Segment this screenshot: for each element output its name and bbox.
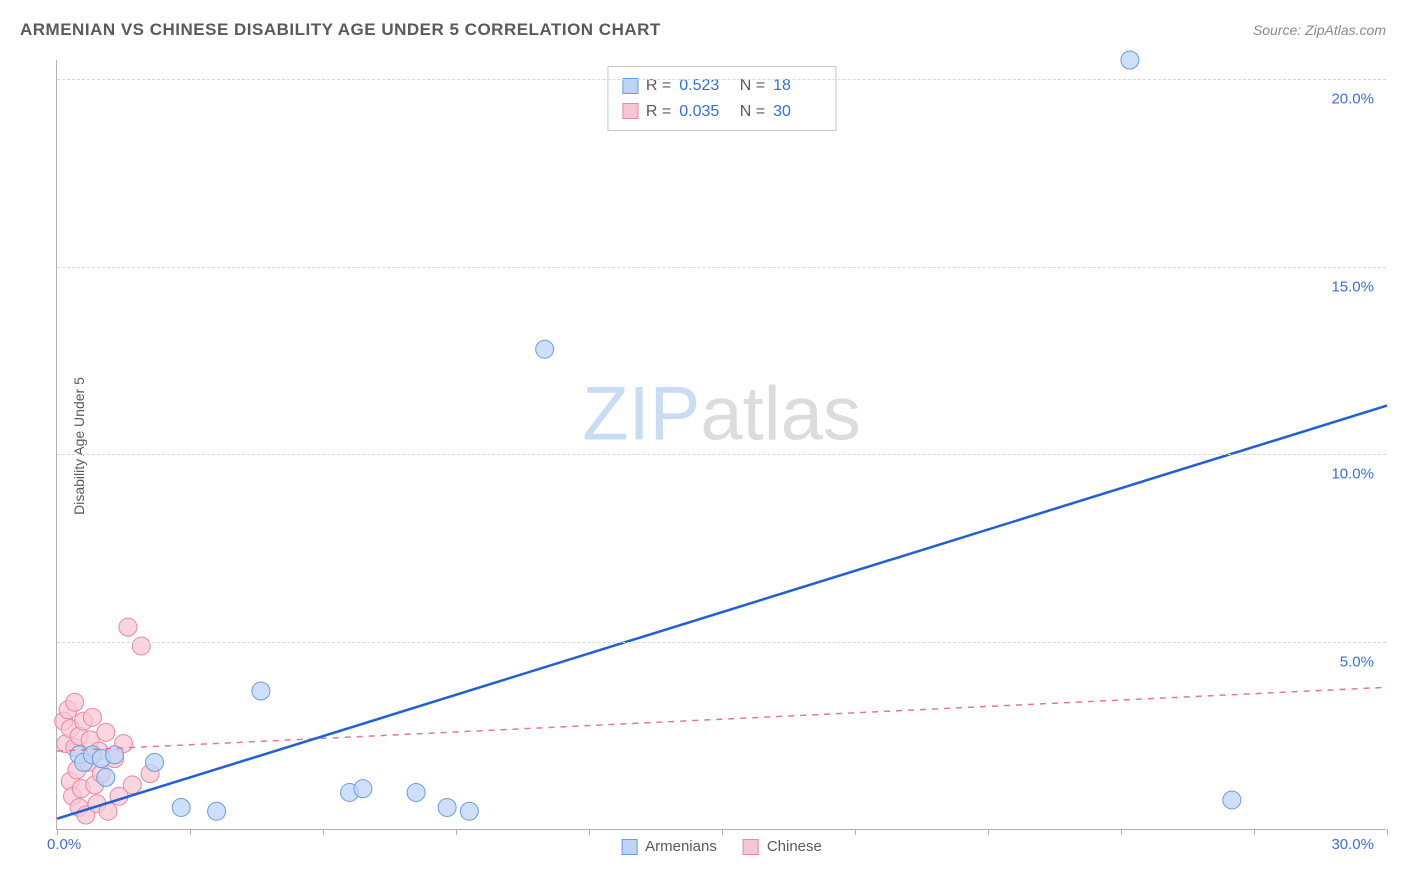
data-point — [97, 723, 115, 741]
origin-label: 0.0% — [47, 836, 81, 853]
bottom-legend: Armenians Chinese — [621, 838, 822, 855]
y-tick-label: 15.0% — [1331, 278, 1374, 295]
data-point — [146, 753, 164, 771]
data-point — [252, 682, 270, 700]
legend-label-armenians: Armenians — [645, 838, 717, 855]
swatch-chinese — [622, 103, 638, 119]
stats-legend-box: R = 0.523 N = 18 R = 0.035 N = 30 — [607, 66, 836, 131]
swatch-armenians — [622, 78, 638, 94]
x-tick — [1254, 829, 1255, 835]
data-point — [1121, 51, 1139, 69]
data-point — [66, 693, 84, 711]
gridline — [57, 642, 1386, 643]
x-tick — [855, 829, 856, 835]
x-tick — [323, 829, 324, 835]
data-point — [1223, 791, 1241, 809]
x-tick — [1387, 829, 1388, 835]
trend-line — [57, 406, 1387, 819]
stats-row-chinese: R = 0.035 N = 30 — [622, 99, 821, 125]
x-tick — [456, 829, 457, 835]
gridline — [57, 454, 1386, 455]
x-tick — [57, 829, 58, 835]
x-tick — [190, 829, 191, 835]
legend-item-armenians: Armenians — [621, 838, 717, 855]
data-point — [208, 802, 226, 820]
x-tick — [1121, 829, 1122, 835]
data-point — [132, 637, 150, 655]
gridline — [57, 267, 1386, 268]
chart-plot-area: ZIPatlas R = 0.523 N = 18 R = 0.035 N = … — [56, 60, 1386, 830]
legend-swatch-chinese — [743, 839, 759, 855]
y-tick-label: 20.0% — [1331, 90, 1374, 107]
x-tick — [589, 829, 590, 835]
data-point — [536, 340, 554, 358]
r-value-chinese: 0.035 — [679, 99, 727, 125]
stats-row-armenians: R = 0.523 N = 18 — [622, 73, 821, 99]
data-point — [123, 776, 141, 794]
x-tick — [988, 829, 989, 835]
gridline — [57, 79, 1386, 80]
data-point — [172, 798, 190, 816]
data-point — [97, 768, 115, 786]
chart-source: Source: ZipAtlas.com — [1253, 22, 1386, 38]
xmax-label: 30.0% — [1331, 836, 1374, 853]
y-tick-label: 5.0% — [1340, 654, 1374, 671]
data-point — [354, 780, 372, 798]
x-tick — [722, 829, 723, 835]
data-point — [119, 618, 137, 636]
r-value-armenians: 0.523 — [679, 73, 727, 99]
n-value-armenians: 18 — [773, 73, 821, 99]
data-point — [438, 798, 456, 816]
data-point — [83, 708, 101, 726]
chart-title: ARMENIAN VS CHINESE DISABILITY AGE UNDER… — [20, 20, 661, 40]
legend-swatch-armenians — [621, 839, 637, 855]
data-point — [460, 802, 478, 820]
y-tick-label: 10.0% — [1331, 466, 1374, 483]
scatter-svg — [57, 60, 1386, 829]
n-value-chinese: 30 — [773, 99, 821, 125]
legend-item-chinese: Chinese — [743, 838, 822, 855]
data-point — [407, 783, 425, 801]
chart-header: ARMENIAN VS CHINESE DISABILITY AGE UNDER… — [20, 20, 1386, 40]
legend-label-chinese: Chinese — [767, 838, 822, 855]
